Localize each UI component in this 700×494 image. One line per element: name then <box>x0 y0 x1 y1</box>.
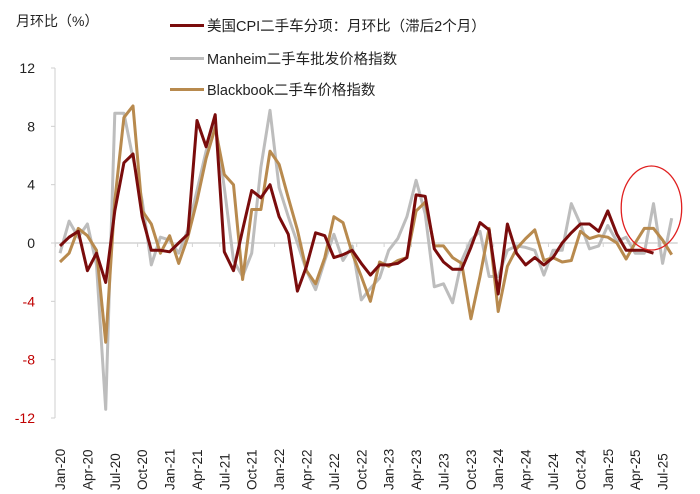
legend-label-cpi: 美国CPI二手车分项：月环比（滞后2个月） <box>207 19 486 35</box>
legend-item-blackbook: Blackbook二手车价格指数 <box>170 79 375 100</box>
x-tick-label: Apr-20 <box>80 449 95 490</box>
x-tick-label: Jan-23 <box>382 449 397 490</box>
legend-swatch-manheim <box>170 57 204 60</box>
legend-label-blackbook: Blackbook二手车价格指数 <box>207 83 376 99</box>
x-tick-label: Oct-21 <box>245 449 260 490</box>
x-tick-label: Jan-21 <box>163 449 178 490</box>
x-tick-label: Jul-22 <box>327 453 342 490</box>
y-tick-label: 12 <box>19 60 35 76</box>
x-tick-label: Jul-24 <box>546 453 561 490</box>
y-tick-label: 4 <box>27 177 35 193</box>
series-line-manheim <box>58 108 674 411</box>
x-tick-label: Oct-24 <box>573 449 588 490</box>
x-tick-label: Oct-22 <box>354 449 369 490</box>
legend-label-manheim: Manheim二手车批发价格指数 <box>207 52 398 68</box>
y-tick-label: -4 <box>23 293 36 309</box>
x-tick-label: Apr-24 <box>519 449 534 490</box>
x-tick-label: Jul-25 <box>656 453 671 490</box>
y-tick-label: 8 <box>27 118 35 134</box>
x-tick-label: Jul-20 <box>108 453 123 490</box>
x-tick-label: Jan-22 <box>272 449 287 490</box>
legend-swatch-cpi <box>170 24 204 27</box>
series-line-cpi <box>58 113 654 296</box>
highlight-ellipse <box>620 165 683 251</box>
x-tick-label: Oct-23 <box>464 449 479 490</box>
x-tick-label: Jan-25 <box>601 449 616 490</box>
x-tick-label: Apr-21 <box>190 449 205 490</box>
x-tick-label: Oct-20 <box>135 449 150 490</box>
x-tick-label: Jul-23 <box>436 453 451 490</box>
x-tick-label: Jan-24 <box>491 448 506 490</box>
legend-swatch-blackbook <box>170 88 204 91</box>
x-tick-label: Jan-20 <box>53 449 68 490</box>
x-tick-label: Apr-25 <box>628 449 643 490</box>
y-tick-label: 0 <box>27 235 35 251</box>
y-axis-label: 月环比（%） <box>16 13 99 29</box>
x-tick-label: Apr-22 <box>300 449 315 490</box>
y-tick-label: -12 <box>15 410 35 426</box>
y-tick-label: -8 <box>23 352 36 368</box>
x-tick-label: Apr-23 <box>409 449 424 490</box>
x-tick-label: Jul-21 <box>217 453 232 490</box>
legend-item-cpi: 美国CPI二手车分项：月环比（滞后2个月） <box>170 15 486 36</box>
legend-item-manheim: Manheim二手车批发价格指数 <box>170 48 397 69</box>
